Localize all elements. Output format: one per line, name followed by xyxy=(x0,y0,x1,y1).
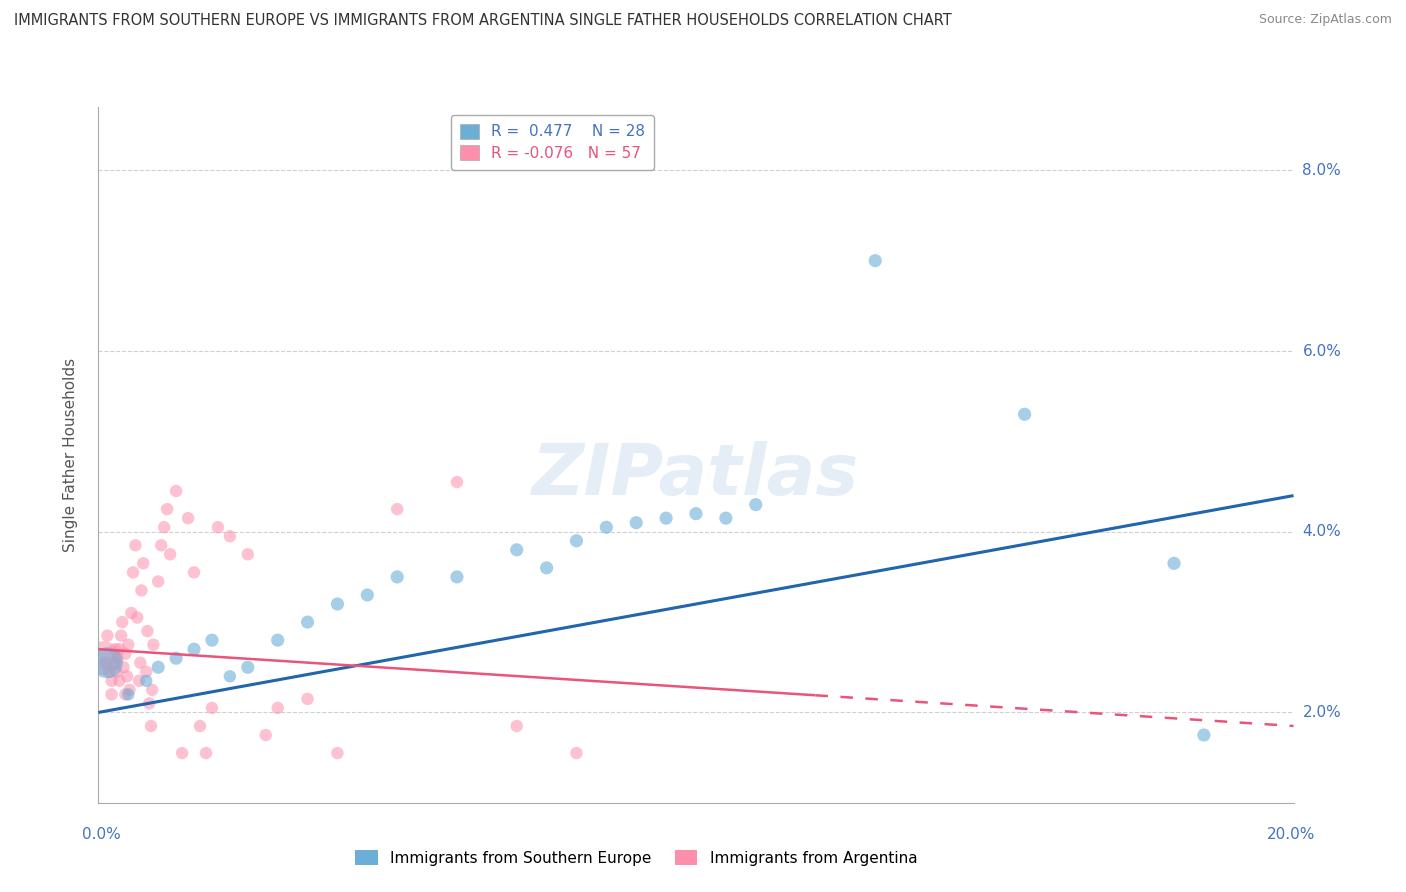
Point xyxy=(135,673,157,688)
Point xyxy=(297,692,319,706)
Point xyxy=(863,253,886,268)
Point xyxy=(94,656,117,670)
Point xyxy=(129,656,152,670)
Point xyxy=(194,746,218,760)
Point xyxy=(132,557,155,571)
Point xyxy=(131,583,153,598)
Point xyxy=(105,665,128,679)
Point xyxy=(156,502,179,516)
Point xyxy=(177,511,200,525)
Text: 6.0%: 6.0% xyxy=(1302,343,1341,359)
Point xyxy=(236,660,259,674)
Point xyxy=(297,615,319,629)
Point xyxy=(139,719,162,733)
Point xyxy=(148,660,170,674)
Text: IMMIGRANTS FROM SOUTHERN EUROPE VS IMMIGRANTS FROM ARGENTINA SINGLE FATHER HOUSE: IMMIGRANTS FROM SOUTHERN EUROPE VS IMMIG… xyxy=(14,13,952,29)
Point xyxy=(1163,557,1185,571)
Point xyxy=(124,538,146,552)
Text: 2.0%: 2.0% xyxy=(1302,705,1341,720)
Point xyxy=(183,642,205,657)
Point xyxy=(385,570,409,584)
Point xyxy=(326,746,349,760)
Point xyxy=(111,615,134,629)
Point xyxy=(150,538,173,552)
Point xyxy=(565,533,588,548)
Point xyxy=(745,498,768,512)
Point xyxy=(267,701,290,715)
Point xyxy=(326,597,349,611)
Point xyxy=(188,719,211,733)
Point xyxy=(128,673,150,688)
Point xyxy=(565,746,588,760)
Y-axis label: Single Father Households: Single Father Households xyxy=(63,358,77,552)
Point xyxy=(98,665,121,679)
Point xyxy=(110,629,132,643)
Point xyxy=(108,673,131,688)
Point xyxy=(153,520,176,534)
Point xyxy=(385,502,409,516)
Point xyxy=(118,682,141,697)
Point xyxy=(114,687,136,701)
Point xyxy=(141,682,163,697)
Point xyxy=(148,574,170,589)
Point xyxy=(165,484,187,499)
Point xyxy=(120,606,142,620)
Point xyxy=(96,656,118,670)
Point xyxy=(107,651,129,665)
Point xyxy=(108,642,131,657)
Point xyxy=(1192,728,1215,742)
Point xyxy=(624,516,647,530)
Point xyxy=(104,642,127,657)
Point xyxy=(159,547,181,561)
Point xyxy=(91,651,114,665)
Point xyxy=(536,561,558,575)
Point xyxy=(165,651,187,665)
Point xyxy=(595,520,617,534)
Point xyxy=(685,507,707,521)
Point xyxy=(254,728,277,742)
Text: ZIPatlas: ZIPatlas xyxy=(533,442,859,510)
Legend: Immigrants from Southern Europe, Immigrants from Argentina: Immigrants from Southern Europe, Immigra… xyxy=(349,844,924,871)
Point xyxy=(117,687,139,701)
Point xyxy=(114,647,136,661)
Point xyxy=(267,633,290,648)
Point xyxy=(207,520,229,534)
Point xyxy=(655,511,678,525)
Point xyxy=(115,669,138,683)
Point xyxy=(356,588,378,602)
Text: Source: ZipAtlas.com: Source: ZipAtlas.com xyxy=(1258,13,1392,27)
Point xyxy=(714,511,737,525)
Point xyxy=(100,687,122,701)
Point xyxy=(122,566,145,580)
Point xyxy=(183,566,205,580)
Point xyxy=(219,529,242,543)
Point xyxy=(135,665,157,679)
Point xyxy=(117,638,139,652)
Point xyxy=(1014,407,1036,421)
Point xyxy=(104,656,127,670)
Text: 0.0%: 0.0% xyxy=(82,827,121,841)
Point xyxy=(446,570,468,584)
Text: 8.0%: 8.0% xyxy=(1302,163,1341,178)
Point xyxy=(201,701,224,715)
Point xyxy=(219,669,242,683)
Text: 4.0%: 4.0% xyxy=(1302,524,1341,540)
Point xyxy=(201,633,224,648)
Text: 20.0%: 20.0% xyxy=(1267,827,1315,841)
Point xyxy=(100,673,122,688)
Point xyxy=(112,660,135,674)
Point xyxy=(506,719,529,733)
Point xyxy=(136,624,159,639)
Point xyxy=(127,610,149,624)
Point xyxy=(446,475,468,489)
Point xyxy=(172,746,194,760)
Point xyxy=(142,638,165,652)
Point xyxy=(138,697,160,711)
Point xyxy=(236,547,259,561)
Point xyxy=(96,629,118,643)
Point xyxy=(506,542,529,557)
